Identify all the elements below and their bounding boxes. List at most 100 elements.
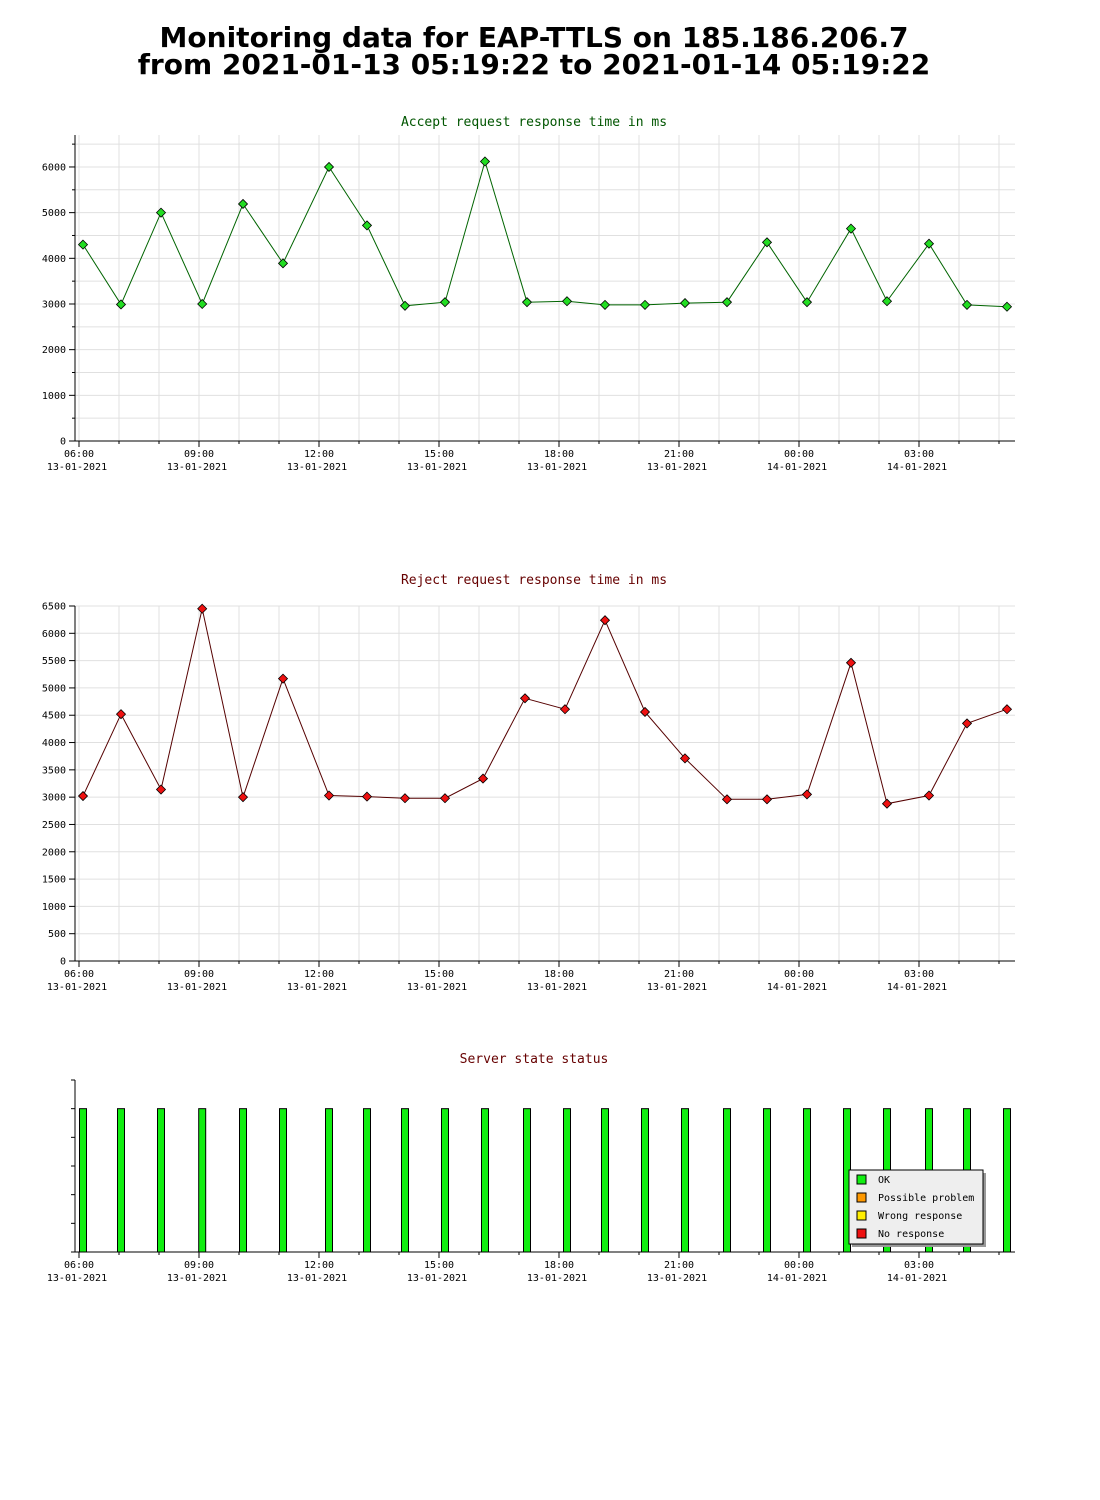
x-tick-date: 13-01-2021: [647, 982, 707, 993]
x-tick-date: 13-01-2021: [407, 1273, 467, 1284]
reject-response-chart: Reject request response time in ms 0 500 1…: [42, 573, 1015, 993]
x-tick-time: 21:00: [664, 449, 694, 460]
y-tick-label: 2500: [42, 820, 66, 831]
status-bar: [803, 1108, 811, 1253]
data-point: [521, 297, 533, 308]
data-point: [961, 299, 973, 310]
data-point: [881, 798, 893, 809]
x-tick-time: 06:00: [64, 449, 94, 460]
status-bar: [239, 1108, 247, 1253]
data-point: [761, 237, 773, 248]
data-point: [155, 207, 167, 218]
data-point: [923, 790, 935, 801]
data-point: [721, 794, 733, 805]
y-tick-label: 5000: [42, 683, 66, 694]
y-tick-label: 1000: [42, 902, 66, 913]
data-point: [361, 791, 373, 802]
x-tick-date: 13-01-2021: [647, 1273, 707, 1284]
status-bar: [325, 1108, 333, 1253]
x-tick-date: 13-01-2021: [167, 1273, 227, 1284]
status-bar: [681, 1108, 689, 1253]
status-bar: [117, 1108, 125, 1253]
grid-lines: [75, 605, 1015, 961]
x-tick-date: 14-01-2021: [767, 462, 827, 473]
y-tick-label: 3000: [42, 299, 66, 310]
data-point: [599, 615, 611, 626]
y-tick-label: 3500: [42, 765, 66, 776]
reject-chart-title: Reject request response time in ms: [401, 573, 667, 588]
y-tick-label: 1000: [42, 391, 66, 402]
x-tick-date: 13-01-2021: [287, 462, 347, 473]
data-point: [323, 161, 335, 173]
page-title: Monitoring data for EAP-TTLS on 185.186.…: [0, 24, 1068, 81]
status-bar: [441, 1108, 449, 1253]
y-tick-label: 6500: [42, 602, 66, 613]
server-status-chart: Server state status 06:00 13-01-2021 09:00…: [47, 1052, 1015, 1284]
data-point: [77, 239, 89, 250]
data-point: [277, 673, 289, 684]
legend-swatch: [856, 1192, 867, 1203]
x-tick-time: 18:00: [544, 1260, 574, 1271]
data-point: [845, 657, 857, 668]
data-point: [599, 299, 611, 310]
title-line-2: from 2021-01-13 05:19:22 to 2021-01-14 0…: [137, 48, 931, 81]
status-bar: [401, 1108, 409, 1253]
legend-label: Wrong response: [878, 1211, 962, 1222]
x-tick-time: 00:00: [784, 969, 814, 980]
data-point: [323, 790, 335, 801]
y-tick-label: 3000: [42, 793, 66, 804]
data-point: [639, 299, 651, 310]
status-bar: [198, 1108, 207, 1253]
data-point: [639, 706, 651, 718]
x-tick-time: 03:00: [904, 969, 934, 980]
legend: OK Possible problem Wrong response No respo…: [848, 1169, 986, 1247]
x-tick-time: 12:00: [304, 969, 334, 980]
series-line: [82, 159, 1008, 308]
status-bar: [79, 1108, 87, 1253]
data-point: [761, 794, 773, 805]
data-point: [197, 603, 208, 614]
y-tick-label: 0: [60, 437, 66, 448]
legend-swatch: [856, 1228, 867, 1239]
x-tick-date: 14-01-2021: [767, 1273, 827, 1284]
series-line: [82, 608, 1008, 805]
data-point: [77, 790, 89, 802]
y-tick-label: 5500: [42, 656, 66, 667]
x-tick-date: 13-01-2021: [407, 982, 467, 993]
accept-chart-title: Accept request response time in ms: [401, 115, 667, 130]
y-tick-label: 5000: [42, 208, 66, 219]
data-point: [519, 693, 531, 704]
legend-label: OK: [878, 1175, 890, 1186]
x-tick-time: 15:00: [424, 1260, 454, 1271]
grid-lines: [75, 135, 1015, 441]
status-bar: [723, 1108, 731, 1253]
data-point: [439, 793, 451, 804]
data-point: [197, 298, 208, 310]
data-point: [1001, 301, 1013, 312]
x-tick-time: 03:00: [904, 449, 934, 460]
y-tick-label: 6000: [42, 629, 66, 640]
data-point: [1001, 704, 1013, 715]
legend-label: Possible problem: [878, 1193, 974, 1204]
accept-response-chart: Accept request response time in ms 0 1000…: [42, 115, 1015, 473]
data-point: [399, 793, 411, 804]
x-tick-time: 18:00: [544, 449, 574, 460]
x-tick-time: 06:00: [64, 969, 94, 980]
data-point: [721, 297, 733, 308]
data-point: [679, 753, 691, 764]
data-point: [361, 220, 373, 231]
status-bar: [641, 1108, 649, 1253]
y-tick-label: 2000: [42, 847, 66, 858]
y-tick-label: 6000: [42, 162, 66, 173]
legend-box: [848, 1169, 984, 1245]
x-tick-time: 12:00: [304, 1260, 334, 1271]
data-point: [679, 298, 691, 309]
x-tick-date: 13-01-2021: [527, 982, 587, 993]
y-tick-label: 0: [60, 957, 66, 968]
status-bar: [523, 1108, 531, 1253]
x-tick-date: 14-01-2021: [887, 1273, 947, 1284]
x-tick-date: 13-01-2021: [647, 462, 707, 473]
x-tick-time: 03:00: [904, 1260, 934, 1271]
data-point: [155, 784, 167, 795]
